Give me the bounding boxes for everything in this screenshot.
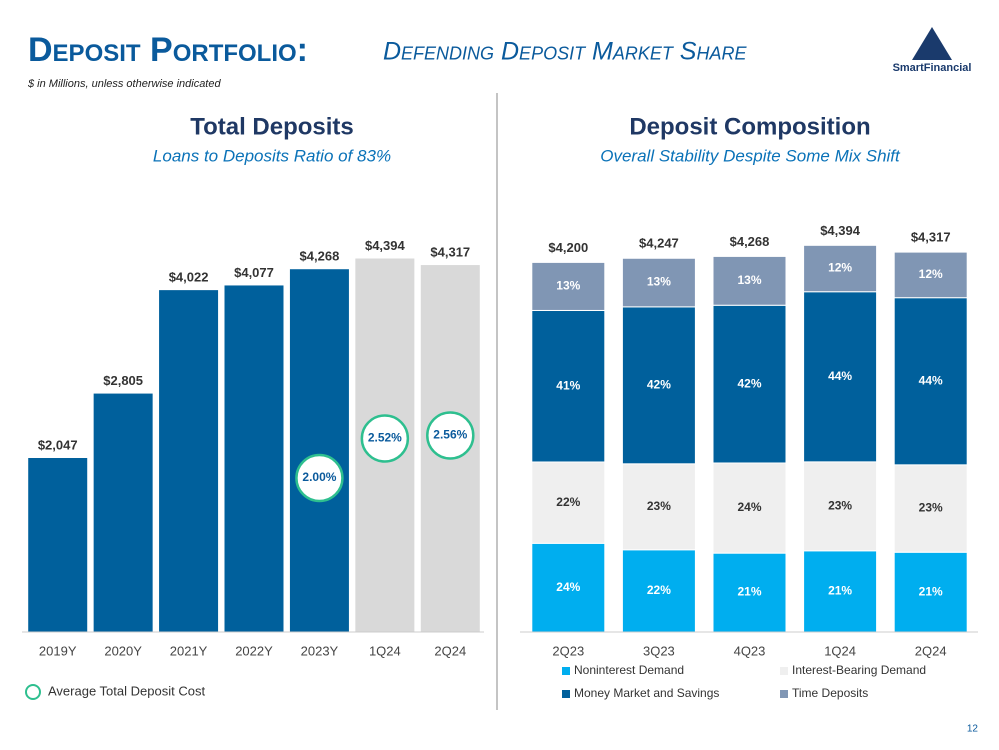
page-number: 12 [967, 724, 979, 735]
value-label: $4,022 [169, 270, 209, 285]
cost-circle [295, 453, 344, 503]
segment [803, 550, 878, 633]
segment [803, 291, 878, 463]
x-tick-label: 2019Y [39, 643, 77, 658]
title-main: Deposit Portfolio: [28, 31, 308, 69]
segment-label: 21% [828, 584, 852, 598]
cost-label: 2.52% [368, 431, 402, 445]
segment-label: 44% [919, 373, 943, 387]
segment [803, 461, 878, 552]
segment [712, 552, 787, 633]
segment-label: 12% [919, 267, 943, 281]
segment [712, 462, 787, 554]
segment [621, 463, 696, 551]
segment-label: 22% [556, 495, 580, 509]
left-subtitle: Loans to Deposits Ratio of 83% [153, 146, 391, 165]
x-tick-label: 2021Y [170, 643, 208, 658]
x-tick-label: 1Q24 [369, 643, 401, 658]
segment [893, 464, 968, 553]
legend-label: Money Market and Savings [574, 686, 719, 700]
logo-icon [912, 27, 952, 60]
total-label: $4,394 [820, 223, 861, 238]
note: $ in Millions, unless otherwise indicate… [27, 78, 221, 90]
segment [893, 251, 968, 299]
value-label: $4,077 [234, 265, 274, 280]
bar [224, 285, 284, 632]
cost-circle [426, 411, 475, 460]
right-subtitle: Overall Stability Despite Some Mix Shift [600, 146, 901, 165]
segment-label: 13% [647, 275, 671, 289]
segment-label: 22% [647, 583, 671, 597]
segment [621, 257, 696, 308]
segment-label: 42% [737, 376, 761, 390]
segment [803, 244, 878, 293]
bar [93, 393, 153, 632]
segment-label: 23% [828, 499, 852, 513]
segment-label: 24% [737, 500, 761, 514]
segment-label: 13% [556, 279, 580, 293]
value-label: $4,317 [430, 244, 470, 259]
x-tick-label: 2Q23 [552, 643, 584, 658]
legend-swatch [562, 667, 570, 675]
cost-circle [360, 414, 410, 463]
value-label: $4,268 [300, 249, 340, 264]
x-tick-label: 2Q24 [915, 643, 947, 658]
legend-swatch [780, 690, 788, 698]
x-tick-label: 2020Y [104, 643, 142, 658]
segment [893, 297, 968, 466]
total-label: $4,268 [730, 234, 770, 249]
x-tick-label: 3Q23 [643, 643, 675, 658]
legend-label: Average Total Deposit Cost [48, 683, 205, 698]
bar [28, 458, 88, 632]
value-label: $2,047 [38, 437, 78, 452]
segment-label: 24% [556, 580, 580, 594]
x-tick-label: 2023Y [301, 643, 339, 658]
segment [531, 261, 606, 311]
segment [893, 551, 968, 633]
cost-label: 2.56% [433, 428, 467, 442]
segment-label: 41% [556, 378, 580, 392]
value-label: $2,805 [103, 373, 143, 388]
legend-swatch [780, 667, 788, 675]
total-label: $4,317 [911, 230, 951, 245]
segment-label: 13% [737, 273, 761, 287]
value-label: $4,394 [365, 238, 406, 253]
bar [289, 269, 349, 632]
x-tick-label: 2Q24 [434, 643, 466, 658]
segment-label: 12% [828, 261, 852, 275]
segment-label: 44% [828, 369, 852, 383]
left-title: Total Deposits [190, 113, 354, 140]
legend-label: Time Deposits [792, 686, 868, 700]
x-tick-label: 4Q23 [734, 643, 766, 658]
segment-label: 42% [647, 378, 671, 392]
segment [531, 309, 606, 463]
total-label: $4,200 [548, 240, 588, 255]
segment [712, 304, 787, 464]
segment-label: 21% [919, 584, 943, 598]
segment [531, 461, 606, 544]
x-tick-label: 1Q24 [824, 643, 856, 658]
segment-label: 23% [919, 501, 943, 515]
x-tick-label: 2022Y [235, 643, 273, 658]
segment [621, 549, 696, 633]
legend-swatch [562, 690, 570, 698]
right-title: Deposit Composition [629, 113, 870, 140]
segment-label: 23% [647, 499, 671, 513]
legend-marker [25, 684, 41, 700]
segment-label: 21% [737, 585, 761, 599]
segment [712, 255, 787, 306]
bar [159, 290, 219, 632]
cost-label: 2.00% [302, 470, 336, 484]
segment [531, 542, 606, 633]
legend-label: Noninterest Demand [574, 663, 684, 677]
logo: SmartFinancial [893, 62, 972, 74]
total-label: $4,247 [639, 236, 679, 251]
title-sub: Defending Deposit Market Share [383, 38, 747, 66]
legend-label: Interest-Bearing Demand [792, 663, 926, 677]
